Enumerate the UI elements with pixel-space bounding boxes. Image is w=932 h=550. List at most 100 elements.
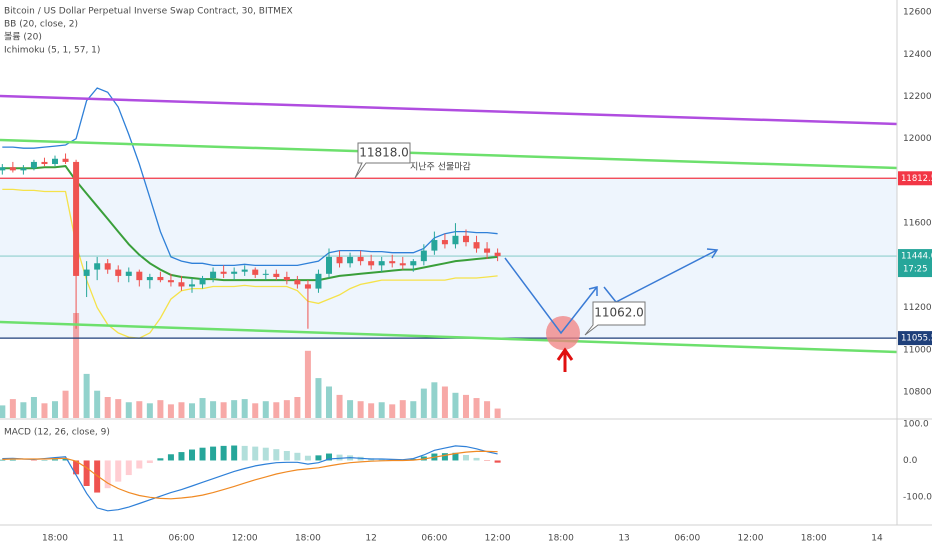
histogram-bar bbox=[315, 455, 322, 461]
y-tick-label: 11200.0 bbox=[903, 303, 932, 313]
volume-bar bbox=[325, 386, 332, 418]
volume-bar bbox=[336, 394, 343, 418]
candle-body bbox=[262, 273, 269, 275]
candle-body bbox=[199, 278, 206, 285]
candle-body bbox=[125, 271, 132, 276]
volume-bar bbox=[146, 403, 153, 418]
trend-line bbox=[0, 320, 898, 354]
volume-bar bbox=[262, 401, 269, 418]
histogram-bar bbox=[273, 449, 280, 461]
histogram-bar bbox=[262, 447, 269, 461]
x-tick-label: 06:00 bbox=[674, 534, 700, 544]
histogram-bar bbox=[115, 460, 122, 482]
candle-body bbox=[30, 161, 37, 169]
volume-bar bbox=[252, 403, 259, 418]
x-tick-label: 11 bbox=[113, 534, 124, 544]
legend-entry: BB (20, close, 2) bbox=[4, 20, 78, 30]
volume-bar bbox=[494, 408, 501, 418]
legend-title: Bitcoin / US Dollar Perpetual Inverse Sw… bbox=[4, 7, 293, 17]
candle-body bbox=[231, 271, 238, 274]
candle-body bbox=[83, 269, 90, 276]
candle-body bbox=[389, 261, 396, 264]
histogram-bar bbox=[462, 455, 469, 461]
callout bbox=[584, 301, 646, 336]
histogram-bar bbox=[73, 460, 80, 475]
histogram-bar bbox=[9, 459, 16, 461]
volume-bar bbox=[41, 403, 48, 418]
candle-body bbox=[294, 280, 301, 285]
candle-body bbox=[347, 256, 354, 264]
volume-bar bbox=[231, 400, 238, 418]
volume-bar bbox=[167, 404, 174, 418]
level-label-bg bbox=[898, 171, 932, 186]
volume-bar bbox=[125, 402, 132, 418]
y-tick-label: -100.0 bbox=[903, 492, 932, 502]
histogram-bar bbox=[136, 460, 143, 469]
candle-body bbox=[273, 273, 280, 277]
histogram-bar bbox=[241, 445, 248, 461]
y-tick-label: 12200.0 bbox=[903, 92, 932, 102]
candle-body bbox=[189, 284, 196, 287]
volume-bar bbox=[30, 397, 37, 418]
legend-entry: MACD (12, 26, close, 9) bbox=[4, 428, 110, 438]
candle-body bbox=[0, 167, 6, 171]
candle-body bbox=[315, 273, 322, 289]
histogram-bar bbox=[94, 460, 101, 493]
x-tick-label: 18:00 bbox=[295, 534, 321, 544]
histogram-bar bbox=[125, 460, 132, 476]
candle-body bbox=[241, 269, 248, 272]
y-tick-label: 10800.0 bbox=[903, 388, 932, 398]
candle-body bbox=[452, 235, 459, 245]
trend-line bbox=[0, 94, 898, 126]
y-tick-label: 11600.0 bbox=[903, 219, 932, 229]
volume-bar bbox=[473, 398, 480, 418]
volume-bar bbox=[294, 397, 301, 418]
candle-body bbox=[336, 256, 343, 264]
volume-bar bbox=[441, 386, 448, 418]
histogram-bar bbox=[336, 454, 343, 461]
volume-bar bbox=[115, 399, 122, 418]
callout-text: 11062.0 bbox=[594, 306, 644, 320]
candle-body bbox=[73, 161, 80, 276]
candle-body bbox=[378, 261, 385, 266]
price-label-bg bbox=[898, 249, 932, 278]
candle-body bbox=[115, 269, 122, 276]
level-label-bg bbox=[898, 331, 932, 346]
candle-body bbox=[399, 263, 406, 266]
y-tick-label: 12400.0 bbox=[903, 50, 932, 60]
histogram-bar bbox=[167, 454, 174, 461]
histogram-bar bbox=[325, 453, 332, 461]
countdown: 17:25 bbox=[903, 265, 928, 275]
target-circle bbox=[546, 316, 580, 350]
candle-body bbox=[368, 261, 375, 266]
volume-bar bbox=[283, 400, 290, 418]
candle-body bbox=[136, 271, 143, 281]
volume-bar bbox=[347, 400, 354, 418]
candle-body bbox=[357, 256, 364, 262]
histogram-bar bbox=[146, 460, 153, 464]
x-tick-label: 06:00 bbox=[421, 534, 447, 544]
volume-bar bbox=[94, 390, 101, 418]
histogram-bar bbox=[104, 460, 111, 489]
legend-entry: 볼륨 (20) bbox=[4, 32, 42, 43]
level-label: 11055.5 bbox=[901, 334, 932, 344]
candle-body bbox=[220, 271, 227, 274]
volume-bar bbox=[210, 401, 217, 418]
histogram-bar bbox=[252, 446, 259, 461]
histogram-bar bbox=[441, 453, 448, 461]
volume-bar bbox=[315, 378, 322, 418]
candle-body bbox=[325, 256, 332, 274]
volume-bar bbox=[378, 402, 385, 418]
candle-body bbox=[494, 252, 501, 257]
volume-bar bbox=[199, 398, 206, 418]
histogram-bar bbox=[199, 447, 206, 461]
histogram-bar bbox=[62, 459, 69, 461]
y-tick-label: 12000.0 bbox=[903, 134, 932, 144]
candle-body bbox=[167, 280, 174, 283]
candle-body bbox=[62, 158, 69, 162]
volume-bar bbox=[83, 373, 90, 418]
price-label: 11444.0 bbox=[901, 252, 932, 262]
volume-bar bbox=[178, 402, 185, 418]
volume-bar bbox=[0, 405, 6, 418]
volume-bar bbox=[420, 388, 427, 418]
